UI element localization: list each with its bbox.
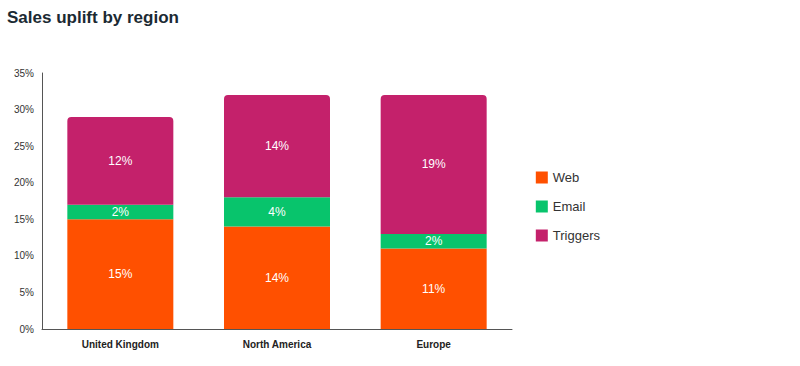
svg-text:0%: 0% <box>20 324 35 335</box>
svg-text:30%: 30% <box>14 104 34 115</box>
svg-text:Web: Web <box>553 170 580 185</box>
svg-text:10%: 10% <box>14 250 34 261</box>
svg-text:14%: 14% <box>265 139 289 153</box>
svg-text:2%: 2% <box>425 234 443 248</box>
svg-text:35%: 35% <box>14 68 34 79</box>
svg-text:Triggers: Triggers <box>553 228 601 243</box>
svg-text:United Kingdom: United Kingdom <box>82 339 159 350</box>
svg-text:15%: 15% <box>108 267 132 281</box>
svg-text:North America: North America <box>243 339 312 350</box>
svg-text:Email: Email <box>553 199 586 214</box>
svg-text:11%: 11% <box>422 282 445 296</box>
svg-text:15%: 15% <box>14 214 34 225</box>
svg-text:Sales uplift by region: Sales uplift by region <box>7 8 179 27</box>
svg-text:14%: 14% <box>265 271 289 285</box>
svg-text:19%: 19% <box>422 157 446 171</box>
svg-text:12%: 12% <box>108 154 132 168</box>
svg-text:20%: 20% <box>14 177 34 188</box>
svg-text:Europe: Europe <box>416 339 451 350</box>
svg-text:5%: 5% <box>20 287 35 298</box>
svg-text:4%: 4% <box>268 205 286 219</box>
svg-text:2%: 2% <box>112 205 130 219</box>
svg-text:25%: 25% <box>14 141 34 152</box>
